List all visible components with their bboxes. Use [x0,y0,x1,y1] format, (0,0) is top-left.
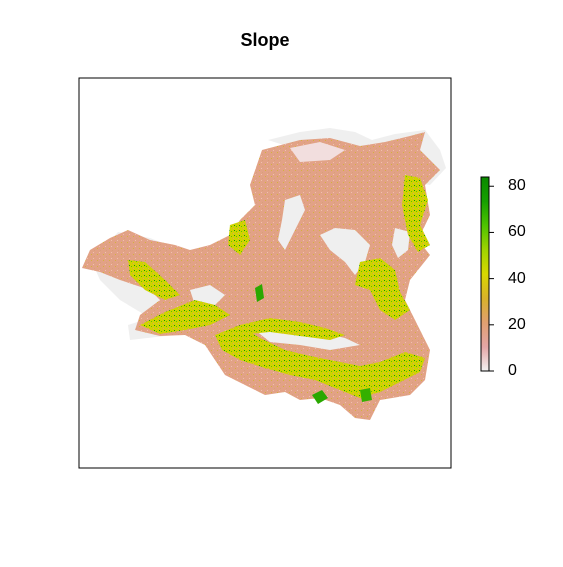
legend-tick-label: 0 [508,362,517,379]
legend-tick-label: 40 [508,269,526,287]
legend-tick-label: 20 [508,315,526,333]
steep-ridge-south [215,325,425,398]
terrain-body [82,132,440,420]
lake-west [190,285,225,305]
lake-central [320,228,370,275]
steep-ridge-east [355,258,410,320]
steep-ridge-southwest [140,300,230,334]
flat-northwest-strip [290,142,345,162]
steep-spot-1 [255,284,264,302]
steep-spot-3 [360,388,372,402]
lake-brienz-thun [278,195,305,250]
plot-frame [78,77,452,469]
legend [480,176,494,372]
steep-ridge-central-south [240,318,345,340]
steep-ridge-central [228,220,250,255]
steep-ridge-west [128,260,180,300]
plot-title: Slope [240,30,290,50]
legend-color-bar [480,176,490,372]
legend-ticks [489,185,494,372]
raster-layer [82,128,446,420]
lake-east [392,228,410,258]
steep-spot-2 [312,390,328,404]
steep-ridge-northeast [402,175,430,252]
legend-tick-label: 80 [508,177,526,195]
legend-tick-label: 60 [508,223,526,241]
